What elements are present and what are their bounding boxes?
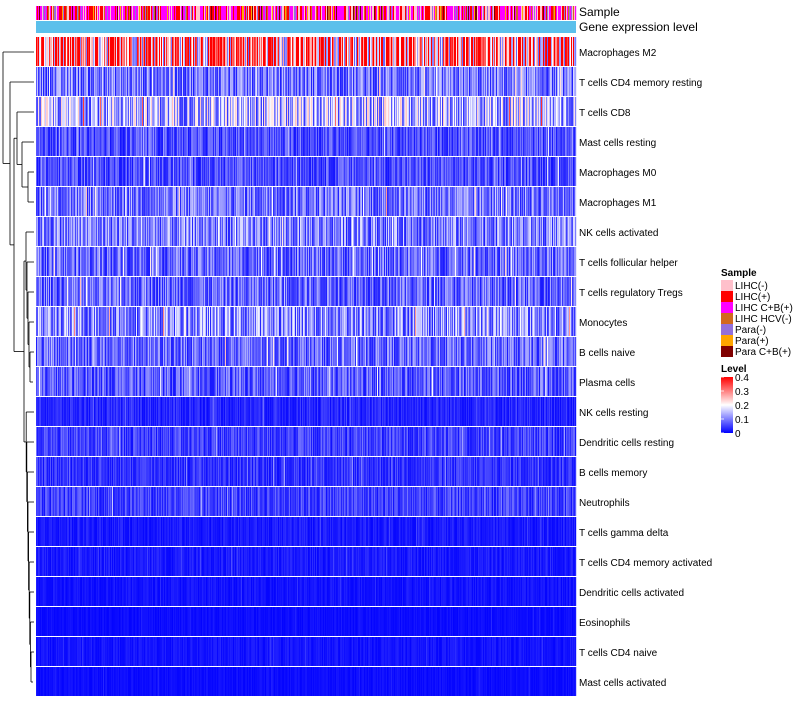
- row-label: T cells follicular helper: [579, 258, 678, 269]
- sample-legend-label: Para(-): [735, 325, 766, 336]
- row-label: Dendritic cells activated: [579, 588, 684, 599]
- heatmap-row: [36, 427, 576, 456]
- level-track-bar: [36, 21, 576, 33]
- heatmap-row: [36, 277, 576, 306]
- sample-legend-swatch: [721, 335, 733, 346]
- sample-legend-swatch: [721, 346, 733, 357]
- level-legend-tick-label: 0.3: [735, 387, 749, 398]
- row-label: Neutrophils: [579, 498, 630, 509]
- heatmap-row: [36, 637, 576, 666]
- sample-annotation-track: [36, 6, 576, 20]
- heatmap-row: [36, 457, 576, 486]
- level-legend: Level 0.40.30.20.10: [721, 364, 749, 440]
- sample-legend-label: Para(+): [735, 336, 769, 347]
- level-legend-tick-label: 0.1: [735, 415, 749, 426]
- heatmap-row: [36, 547, 576, 576]
- sample-legend-swatch: [721, 291, 733, 302]
- heatmap-row: [36, 667, 576, 696]
- sample-legend-swatch: [721, 324, 733, 335]
- row-label: B cells naive: [579, 348, 636, 359]
- heatmap-row: [36, 37, 576, 66]
- heatmap-row: [36, 517, 576, 546]
- row-label: T cells gamma delta: [579, 528, 669, 539]
- sample-legend-label: LIHC(-): [735, 281, 768, 292]
- gene-expression-level-track: [36, 21, 576, 33]
- sample-track-label: Sample: [579, 5, 620, 19]
- heatmap-row: [36, 487, 576, 516]
- row-label: B cells memory: [579, 468, 647, 479]
- row-label: Mast cells activated: [579, 678, 666, 689]
- sample-legend-label: LIHC(+): [735, 292, 770, 303]
- sample-cell: [575, 6, 576, 20]
- sample-legend-title: Sample: [721, 268, 757, 279]
- row-label: Mast cells resting: [579, 138, 656, 149]
- heatmap-row: [36, 187, 576, 216]
- row-label: Eosinophils: [579, 618, 630, 629]
- heatmap-row: [36, 607, 576, 636]
- heatmap-row: [36, 577, 576, 606]
- row-label: Macrophages M2: [579, 48, 657, 59]
- level-legend-tick-label: 0.2: [735, 401, 749, 412]
- row-labels: Macrophages M2 T cells CD4 memory resting…: [579, 48, 712, 689]
- sample-legend-label: LIHC C+B(+): [735, 303, 793, 314]
- row-label: NK cells activated: [579, 228, 658, 239]
- sample-legend-label: Para C+B(+): [735, 347, 791, 358]
- sample-legend: Sample LIHC(-)LIHC(+)LIHC C+B(+)LIHC HCV…: [721, 268, 793, 358]
- row-label: Macrophages M0: [579, 168, 657, 179]
- heatmap-row: [36, 217, 576, 246]
- sample-legend-swatch: [721, 280, 733, 291]
- row-label: T cells CD4 naive: [579, 648, 658, 659]
- gene-expression-level-track-label: Gene expression level: [579, 20, 698, 34]
- level-legend-tick-label: 0: [735, 429, 741, 440]
- heatmap-row: [36, 397, 576, 426]
- heatmap-row: [36, 157, 576, 186]
- level-legend-tick-label: 0.4: [735, 373, 749, 384]
- heatmap-row: [36, 247, 576, 276]
- heatmap-row: [36, 67, 576, 96]
- row-label: Monocytes: [579, 318, 627, 329]
- heatmap-row: [36, 307, 576, 336]
- heatmap-row: [36, 367, 576, 396]
- row-label: T cells CD8: [579, 108, 631, 119]
- row-label: Plasma cells: [579, 378, 635, 389]
- row-label: Dendritic cells resting: [579, 438, 674, 449]
- heatmap-row: [36, 337, 576, 366]
- row-label: NK cells resting: [579, 408, 648, 419]
- row-label: T cells CD4 memory resting: [579, 78, 702, 89]
- heatmap-row: [36, 97, 576, 126]
- sample-legend-swatch: [721, 313, 733, 324]
- row-label: T cells CD4 memory activated: [579, 558, 712, 569]
- row-dendrogram: [3, 52, 34, 682]
- row-label: T cells regulatory Tregs: [579, 288, 683, 299]
- sample-legend-label: LIHC HCV(-): [735, 314, 792, 325]
- heatmap-body: [36, 37, 576, 696]
- sample-legend-swatch: [721, 302, 733, 313]
- row-label: Macrophages M1: [579, 198, 657, 209]
- heatmap-row: [36, 127, 576, 156]
